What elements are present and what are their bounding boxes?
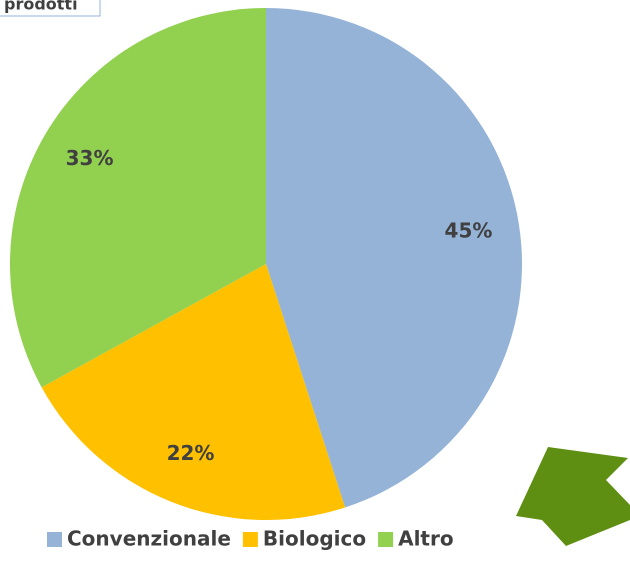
data-label: 33% — [66, 146, 114, 170]
legend-swatch — [47, 532, 62, 547]
title-box — [0, 0, 101, 17]
data-label: 45% — [445, 218, 493, 242]
data-label: 22% — [167, 441, 215, 465]
legend-label: Convenzionale — [67, 527, 231, 551]
pie-slice — [10, 8, 266, 388]
chart-title: prodotti — [4, 0, 78, 14]
legend-label: Altro — [398, 527, 454, 551]
pie-slice — [41, 264, 346, 520]
arrow — [516, 447, 630, 546]
pie-slice — [266, 8, 522, 508]
legend-swatch — [242, 532, 258, 547]
legend-label: Biologico — [263, 527, 366, 551]
legend-swatch — [378, 532, 394, 547]
